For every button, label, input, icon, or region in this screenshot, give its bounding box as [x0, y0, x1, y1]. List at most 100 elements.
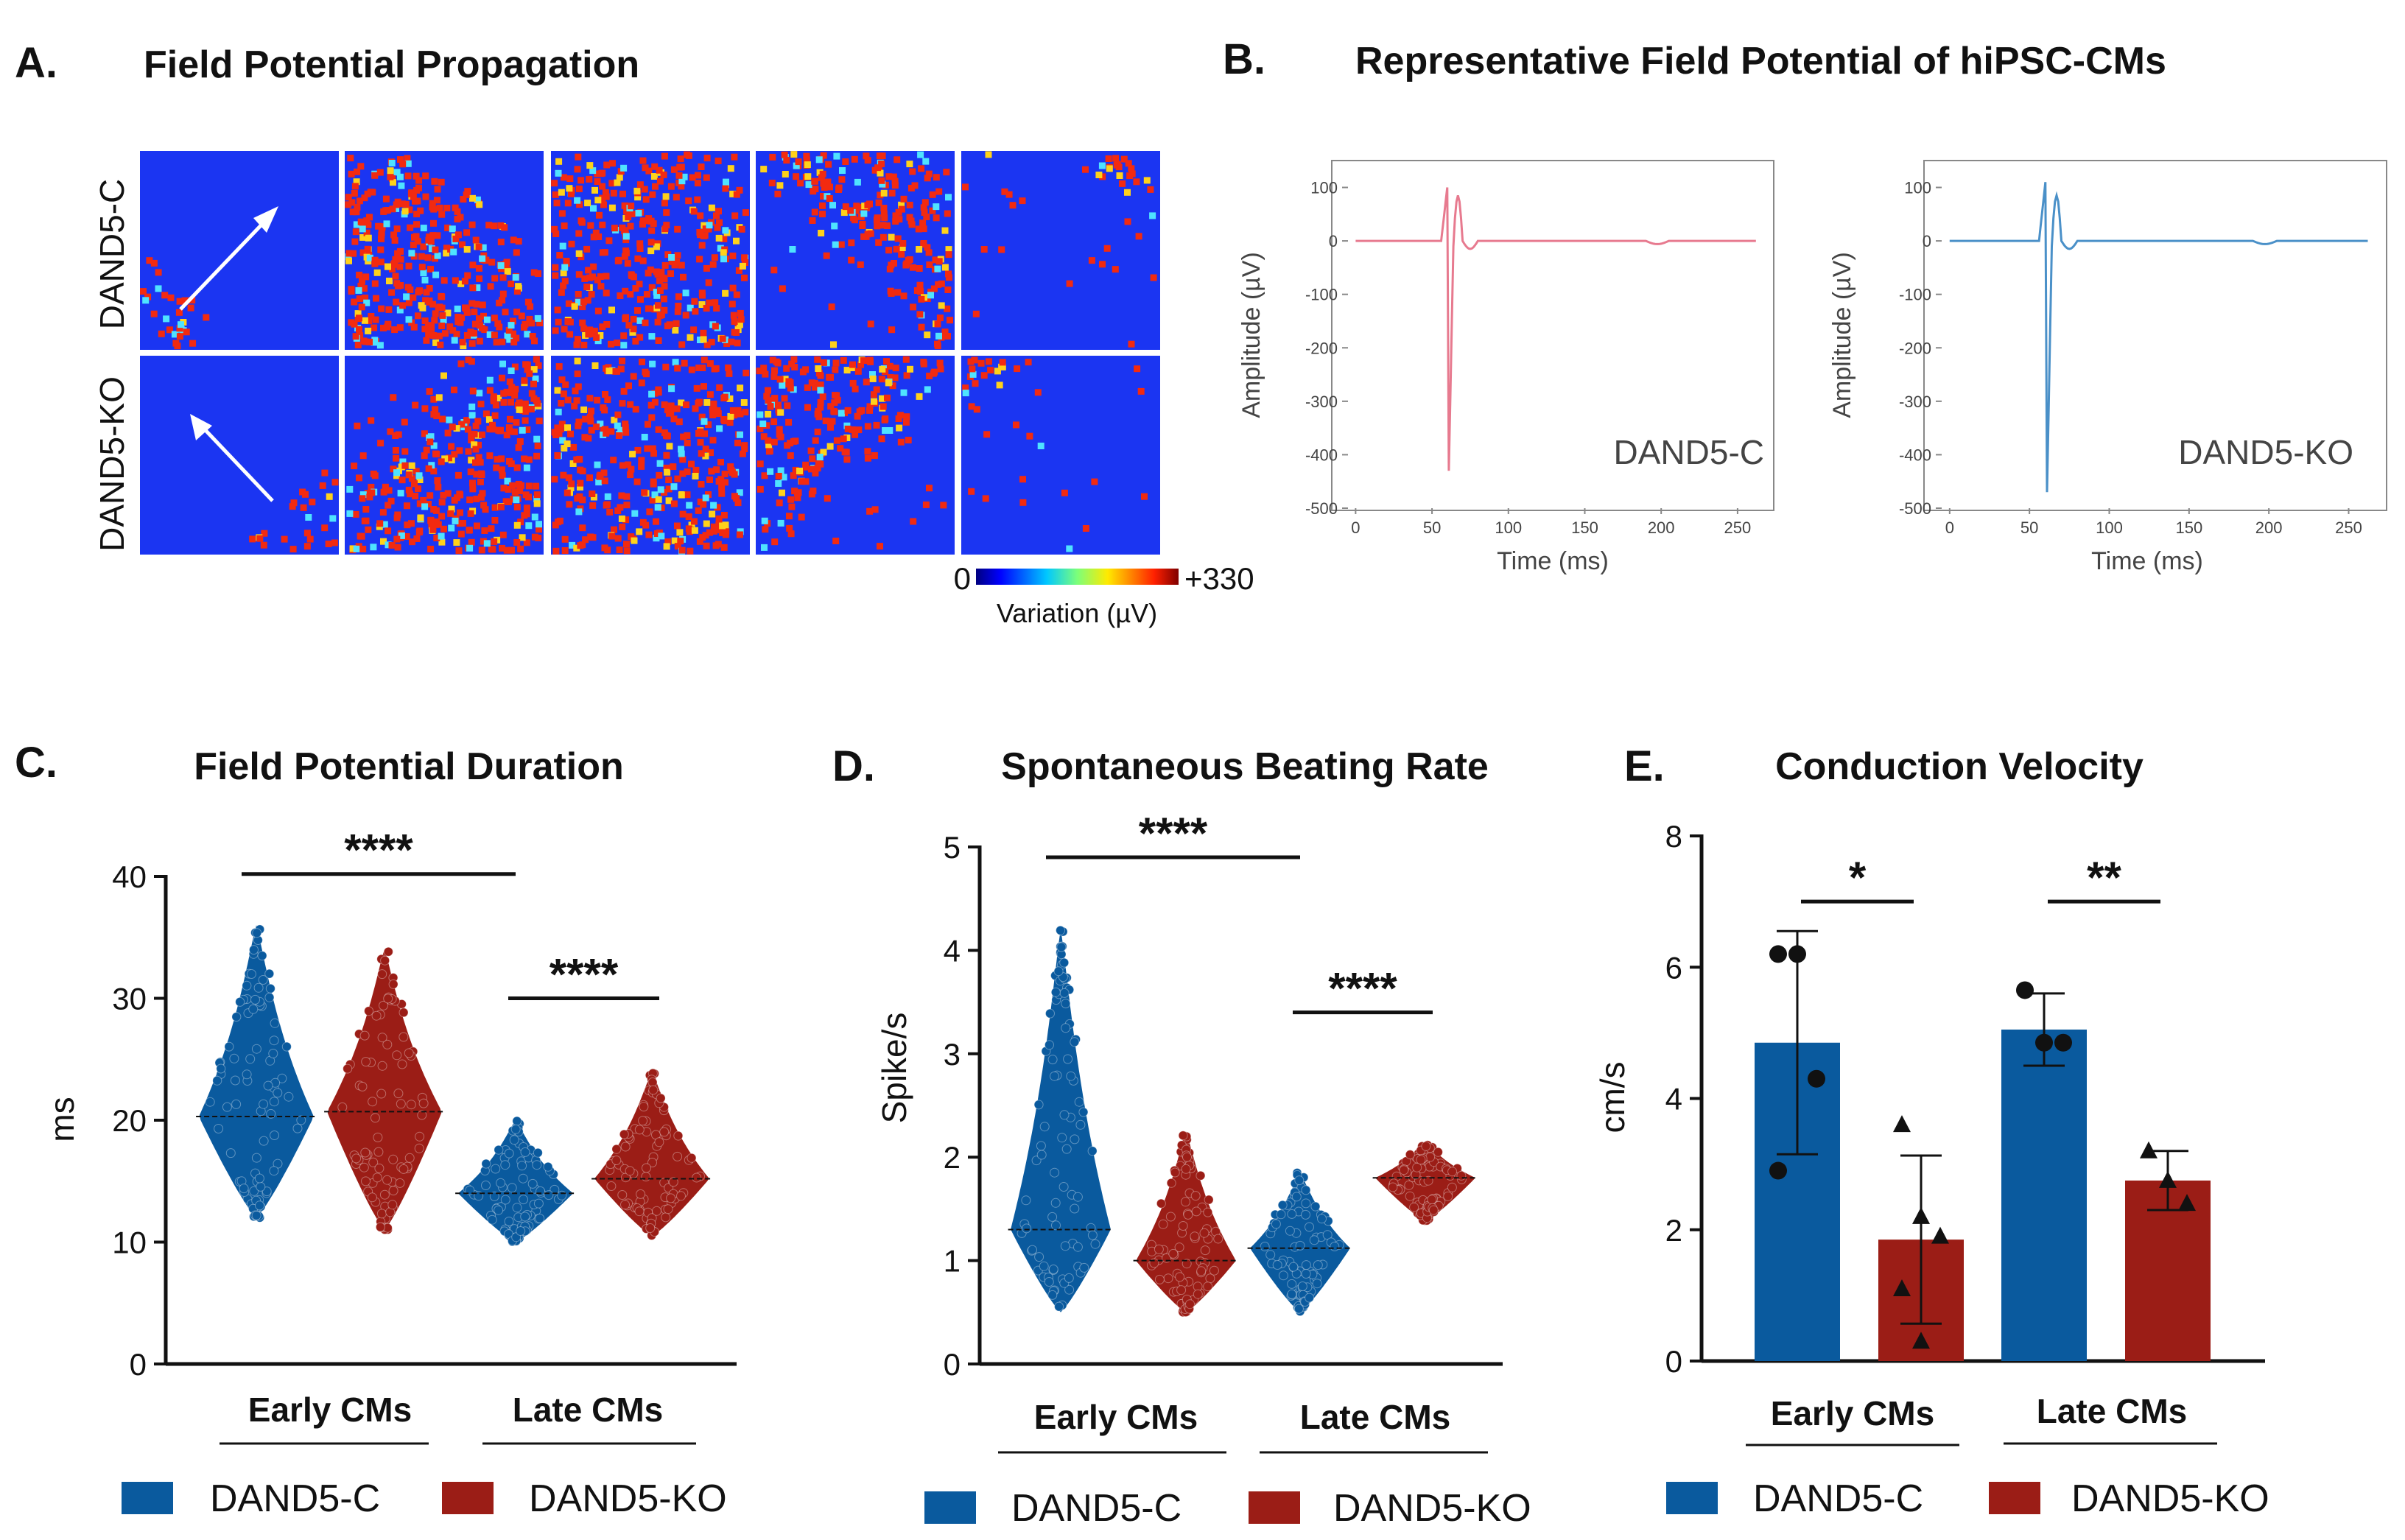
legend-swatch-control: [924, 1491, 976, 1524]
map-pixel: [620, 332, 628, 340]
map-pixel: [477, 322, 484, 329]
violin-point: [253, 982, 264, 993]
field-potential-trace: [1949, 182, 2368, 493]
map-pixel: [499, 290, 507, 298]
map-pixel: [698, 242, 706, 249]
map-pixel: [429, 526, 437, 533]
violin-point: [1060, 1241, 1070, 1251]
map-pixel: [710, 400, 717, 407]
map-pixel: [925, 249, 933, 256]
panel-e-letter: E.: [1624, 742, 1665, 790]
map-pixel: [599, 221, 606, 228]
map-pixel: [371, 280, 379, 287]
map-pixel: [702, 446, 709, 452]
map-pixel: [765, 410, 772, 418]
map-pixel: [688, 366, 695, 373]
map-pixel: [368, 489, 376, 496]
map-pixel: [619, 462, 626, 469]
propagation-arrow: [190, 414, 274, 502]
map-pixel: [468, 221, 476, 228]
violin-DAND5-KO-Early CMs: [324, 946, 445, 1235]
map-pixel: [474, 196, 481, 203]
map-pixel: [663, 543, 670, 550]
map-pixel: [675, 172, 683, 179]
violin-point: [1203, 1281, 1213, 1292]
map-pixel: [575, 185, 583, 192]
map-pixel: [658, 312, 665, 318]
map-pixel: [811, 379, 818, 387]
map-pixel: [345, 194, 352, 201]
map-pixel: [876, 152, 883, 160]
map-pixel: [574, 336, 581, 343]
violin-point: [1174, 1242, 1184, 1253]
map-pixel: [909, 264, 916, 271]
violin-point: [1456, 1170, 1467, 1181]
map-pixel: [566, 501, 573, 508]
map-pixel: [380, 324, 387, 331]
violin-point: [1057, 1133, 1067, 1143]
map-pixel: [560, 270, 567, 277]
violin-point: [1168, 1248, 1179, 1259]
colorbar-min: 0: [954, 561, 971, 596]
violin-point: [343, 1063, 353, 1074]
map-pixel: [377, 246, 385, 253]
map-pixel: [759, 421, 767, 427]
map-pixel: [878, 177, 885, 184]
map-pixel: [421, 276, 429, 284]
violin-point: [1176, 1285, 1187, 1295]
violin-point: [1036, 1150, 1047, 1160]
map-pixel: [515, 444, 522, 451]
map-pixel: [913, 287, 921, 294]
violin-point: [1271, 1219, 1281, 1229]
map-pixel: [619, 400, 626, 407]
map-pixel: [465, 448, 472, 455]
map-pixel: [814, 356, 821, 363]
map-pixel: [189, 340, 197, 347]
map-pixel: [777, 467, 784, 474]
violin-point: [1309, 1235, 1319, 1245]
map-pixel: [352, 510, 359, 518]
group-label-early: Early CMs: [1771, 1394, 1934, 1432]
violin-point: [625, 1166, 635, 1176]
map-pixel: [479, 301, 486, 309]
map-pixel: [679, 510, 687, 518]
map-pixel: [713, 305, 720, 312]
map-pixel: [840, 435, 847, 443]
map-pixel: [881, 214, 888, 222]
map-pixel: [359, 546, 367, 552]
map-pixel: [387, 497, 395, 504]
map-pixel: [561, 445, 568, 452]
map-pixel: [670, 166, 678, 173]
map-pixel: [551, 476, 558, 483]
map-pixel: [802, 366, 810, 373]
violin-point: [652, 1206, 661, 1216]
violin-point: [222, 1102, 232, 1112]
map-pixel: [558, 400, 565, 407]
map-pixel: [601, 477, 608, 485]
map-pixel: [733, 495, 740, 502]
map-pixel: [706, 360, 714, 368]
map-pixel: [643, 291, 650, 298]
map-pixel: [503, 432, 510, 439]
map-pixel: [466, 527, 473, 534]
map-pixel: [585, 435, 592, 442]
map-pixel: [638, 463, 645, 470]
map-pixel: [573, 341, 580, 348]
map-pixel: [878, 161, 885, 167]
map-pixel: [684, 432, 691, 439]
map-pixel: [706, 299, 713, 306]
map-pixel: [838, 241, 845, 248]
map-pixel: [898, 250, 905, 258]
map-pixel: [701, 418, 708, 425]
map-pixel: [413, 535, 421, 542]
map-pixel: [622, 315, 629, 323]
map-pixel: [356, 271, 363, 278]
map-pixel: [469, 194, 476, 202]
map-pixel: [864, 157, 871, 164]
map-pixel: [720, 416, 728, 423]
violin-point: [520, 1212, 530, 1222]
violin-point: [1047, 1290, 1058, 1300]
map-pixel: [500, 398, 508, 406]
map-pixel: [488, 259, 496, 266]
violin-point: [487, 1214, 497, 1225]
